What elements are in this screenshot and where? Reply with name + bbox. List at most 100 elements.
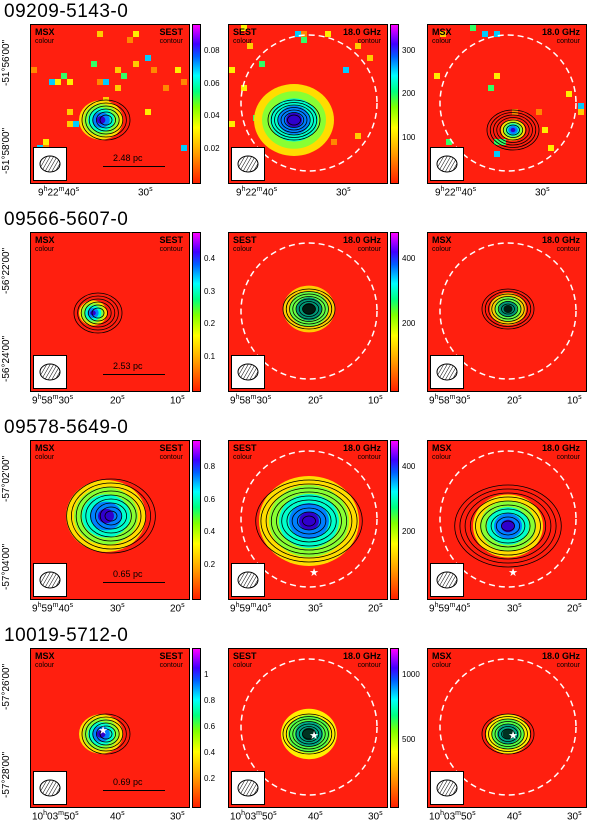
colour-label: colour xyxy=(233,662,253,669)
dec-tick-label: -51°58'00" xyxy=(1,127,12,174)
ra-tick-label: 20s xyxy=(170,602,185,615)
noise-pixel xyxy=(133,31,139,37)
colorbar-tick-label: 0.8 xyxy=(204,462,216,471)
sest-label: SEST xyxy=(233,235,257,245)
contour-line xyxy=(494,298,522,320)
beam-inset xyxy=(430,147,464,181)
noise-pixel xyxy=(67,79,73,85)
noise-pixel xyxy=(133,61,139,67)
beam-inset xyxy=(231,771,265,805)
contour-line xyxy=(291,507,327,535)
msx-label: MSX xyxy=(35,27,55,37)
contour-line xyxy=(302,728,316,740)
contour-line xyxy=(499,119,527,141)
ra-tick-label: 30s xyxy=(535,186,550,199)
beam-ellipse-icon xyxy=(237,363,259,381)
colorbar-tick-label: 200 xyxy=(402,89,416,99)
contour-line xyxy=(267,99,321,141)
contour-line xyxy=(281,499,337,543)
contour-line xyxy=(92,722,120,746)
beam-inset xyxy=(33,147,67,181)
noise-pixel xyxy=(115,67,121,73)
primary-beam-circle xyxy=(439,450,577,588)
panel-image xyxy=(229,25,378,172)
contour-line xyxy=(96,725,117,743)
beam-ellipse-icon xyxy=(436,779,458,797)
contour-line xyxy=(286,503,332,539)
contour-line xyxy=(289,718,329,750)
image-panel: ★ MSX colour 18.0 GHz contour xyxy=(427,648,587,808)
contour-line xyxy=(85,716,127,752)
contour-line xyxy=(292,296,326,322)
contour-line xyxy=(501,728,515,740)
noise-pixel xyxy=(43,139,49,145)
contour-label: contour xyxy=(556,662,580,669)
panel-image xyxy=(73,292,123,334)
msx-colorbar xyxy=(192,440,201,600)
contour-line xyxy=(274,104,314,136)
noise-pixel xyxy=(241,85,247,91)
contour-line xyxy=(496,117,530,143)
emission-blob xyxy=(96,116,106,124)
contour-line xyxy=(484,716,532,752)
contour-line xyxy=(80,490,142,542)
panel-image: ★ xyxy=(240,658,378,796)
ra-tick-label: 30s xyxy=(308,602,323,615)
noise-pixel xyxy=(145,109,151,115)
panel-image: ★ xyxy=(79,713,131,755)
ra-tick-label: 30s xyxy=(110,602,125,615)
noise-pixel xyxy=(470,25,476,31)
contour-line xyxy=(459,488,557,564)
noise-pixel xyxy=(494,73,500,79)
primary-beam-circle xyxy=(240,242,378,380)
contour-line xyxy=(285,291,333,327)
source-star-marker: ★ xyxy=(508,567,518,579)
colour-label: colour xyxy=(35,454,55,461)
ra-tick-label: 30s xyxy=(336,186,351,199)
contour-line xyxy=(506,124,520,136)
beam-inset xyxy=(231,563,265,597)
contour-line xyxy=(88,304,109,322)
ra-tick-label: 10h03m50s xyxy=(32,810,79,823)
contour-label: contour xyxy=(357,38,381,45)
primary-beam-circle xyxy=(439,658,577,796)
noise-pixel xyxy=(259,61,265,67)
colour-label: colour xyxy=(233,454,253,461)
contour-line xyxy=(298,301,320,317)
colorbar-tick-label: 300 xyxy=(402,46,416,55)
image-panel: MSX colour 18.0 GHz contour xyxy=(427,24,587,184)
beam-inset xyxy=(33,355,67,389)
primary-beam-circle xyxy=(240,658,378,796)
scale-bar-line xyxy=(103,790,165,791)
contour-line xyxy=(488,718,528,750)
contour-line xyxy=(75,486,147,546)
ra-tick-label: 9h59m40s xyxy=(32,602,74,615)
contour-line xyxy=(260,483,358,559)
image-panel: MSX colour SEST contour 2.53 pc xyxy=(30,232,190,392)
colorbar-tick-label: 100 xyxy=(402,132,416,142)
panel-image: ★ xyxy=(240,450,378,588)
noise-pixel xyxy=(61,73,67,79)
beam-ellipse-icon xyxy=(39,779,61,797)
ra-tick-label: 20s xyxy=(567,602,582,615)
source-title: 09209-5143-0 xyxy=(4,1,129,22)
image-panel: MSX colour SEST contour 2.48 pc xyxy=(30,24,190,184)
frequency-label: 18.0 GHz xyxy=(541,443,580,453)
beam-ellipse-icon xyxy=(237,571,259,589)
noise-pixel xyxy=(536,109,542,115)
ra-tick-label: 9h58m30s xyxy=(230,394,272,407)
scale-bar-label: 2.48 pc xyxy=(113,153,143,163)
contour-line xyxy=(475,500,541,552)
beam-inset xyxy=(231,355,265,389)
colorbar-tick-label: 0.04 xyxy=(204,111,220,120)
noise-pixel xyxy=(512,109,518,115)
contour-line xyxy=(295,298,323,320)
panel-image xyxy=(439,242,577,380)
contour-label: contour xyxy=(556,246,580,253)
contour-line xyxy=(302,515,316,527)
ra-tick-label: 10h03m50s xyxy=(230,810,277,823)
noise-pixel xyxy=(121,73,127,79)
contour-label: contour xyxy=(159,246,183,253)
msx-colorbar xyxy=(192,24,201,184)
noise-pixel xyxy=(55,79,61,85)
